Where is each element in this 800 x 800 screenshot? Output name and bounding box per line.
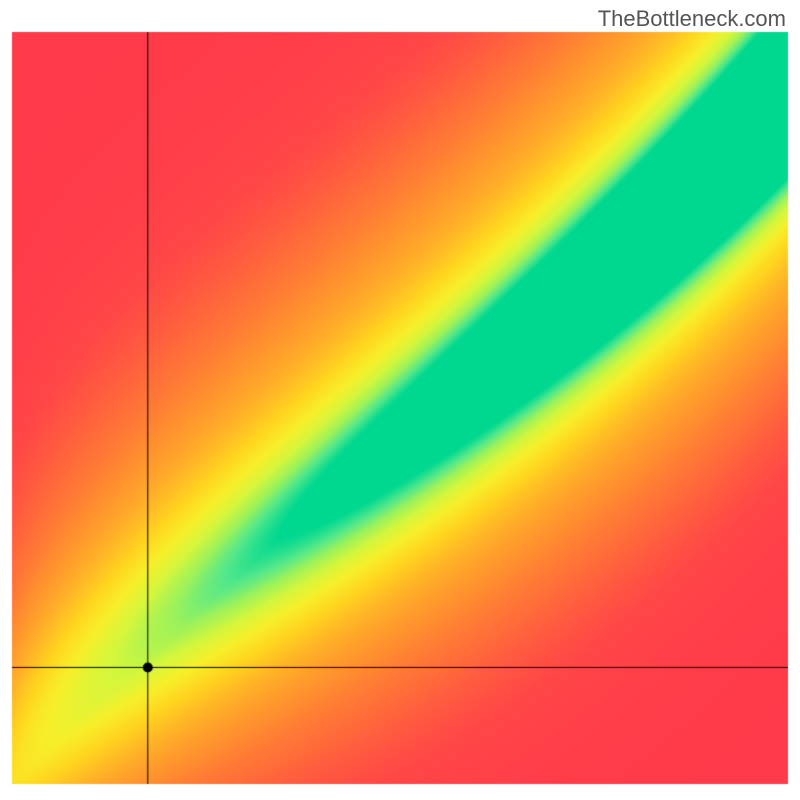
bottleneck-heatmap — [0, 0, 800, 800]
watermark-text: TheBottleneck.com — [598, 6, 786, 32]
chart-container: TheBottleneck.com — [0, 0, 800, 800]
